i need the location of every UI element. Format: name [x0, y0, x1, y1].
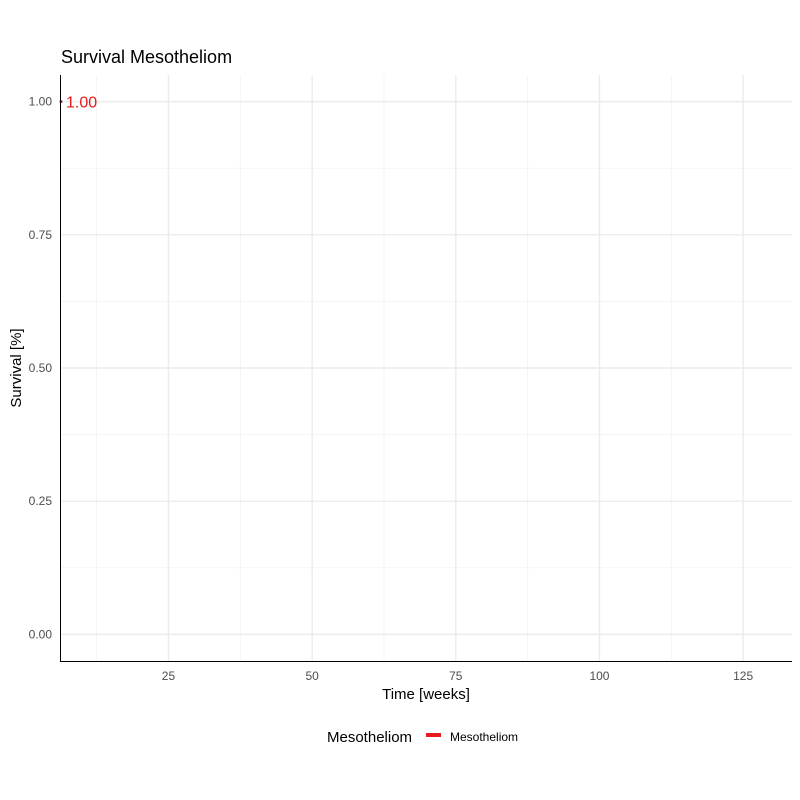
data-label: 1.00 — [66, 95, 97, 112]
y-tick-label: 0.00 — [29, 627, 53, 641]
x-tick-label: 100 — [589, 669, 609, 683]
x-tick-label: 25 — [162, 669, 176, 683]
x-tick-labels: 25 50 75 100 125 — [162, 669, 754, 683]
legend-title: Mesotheliom — [327, 729, 412, 746]
y-tick-label: 1.00 — [29, 95, 53, 109]
x-axis-title: Time [weeks] — [382, 686, 470, 703]
x-tick-label: 75 — [449, 669, 463, 683]
y-tick-label: 0.25 — [29, 494, 53, 508]
legend-label-mesotheliom: Mesotheliom — [450, 730, 518, 744]
chart-title: Survival Mesotheliom — [61, 47, 232, 67]
y-tick-label: 0.50 — [29, 361, 53, 375]
y-tick-label: 0.75 — [29, 228, 53, 242]
y-tick-labels: 0.00 0.25 0.50 0.75 1.00 — [29, 95, 53, 642]
y-axis-title: Survival [%] — [8, 328, 25, 407]
x-tick-label: 50 — [305, 669, 319, 683]
grid — [61, 75, 792, 661]
x-tick-label: 125 — [733, 669, 753, 683]
annotations: 1.00 — [66, 95, 97, 112]
axes — [60, 75, 792, 662]
legend: Mesotheliom Mesotheliom — [327, 729, 518, 746]
